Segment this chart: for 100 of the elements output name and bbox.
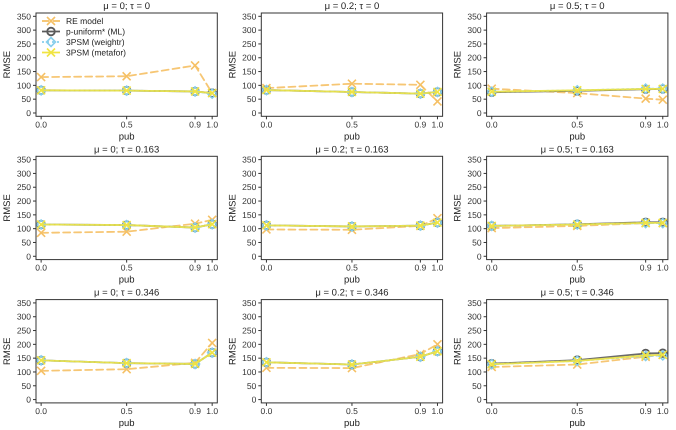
y-tick-label: 350 bbox=[242, 154, 257, 165]
x-tick-label: 1.0 bbox=[432, 406, 444, 416]
y-tick-label: 50 bbox=[246, 94, 257, 104]
x-tick-label: 0.0 bbox=[35, 262, 48, 273]
y-tick-label: 0 bbox=[476, 108, 482, 118]
y-tick-label: 300 bbox=[467, 312, 482, 322]
x-tick-label: 0.5 bbox=[346, 262, 358, 273]
y-axis-title: RMSE bbox=[452, 194, 464, 222]
chart-title: μ = 0.5; τ = 0.163 bbox=[540, 144, 614, 156]
x-tick-label: 0.9 bbox=[414, 119, 427, 130]
x-tick-label: 0.5 bbox=[120, 406, 133, 416]
x-axis-title: pub bbox=[344, 131, 360, 142]
legend-label: RE model bbox=[66, 16, 104, 26]
x-tick-label: 1.0 bbox=[656, 262, 669, 273]
y-axis-title: RMSE bbox=[227, 338, 238, 365]
y-tick-label: 200 bbox=[467, 339, 482, 350]
y-tick-label: 100 bbox=[16, 366, 32, 377]
y-tick-label: 100 bbox=[16, 224, 32, 234]
y-tick-label: 100 bbox=[467, 80, 482, 90]
x-tick-label: 1.0 bbox=[432, 119, 444, 130]
y-tick-label: 300 bbox=[467, 168, 482, 178]
y-tick-label: 200 bbox=[16, 52, 32, 63]
y-tick-label: 200 bbox=[467, 196, 482, 206]
y-tick-label: 300 bbox=[242, 312, 257, 322]
y-axis-title: RMSE bbox=[2, 50, 13, 78]
y-tick-label: 350 bbox=[242, 298, 257, 308]
y-tick-label: 50 bbox=[22, 380, 32, 391]
y-tick-label: 0 bbox=[252, 108, 257, 118]
x-tick-label: 1.0 bbox=[206, 119, 218, 130]
x-tick-label: 0.0 bbox=[486, 119, 498, 130]
y-axis-title: RMSE bbox=[2, 338, 13, 365]
chart-title: μ = 0; τ = 0.163 bbox=[94, 144, 160, 156]
y-tick-label: 100 bbox=[467, 366, 482, 377]
x-tick-label: 0.5 bbox=[346, 119, 358, 130]
y-tick-label: 350 bbox=[16, 154, 32, 165]
x-axis-title: pub bbox=[569, 418, 586, 429]
y-tick-label: 100 bbox=[467, 224, 482, 234]
y-tick-label: 250 bbox=[242, 326, 257, 336]
legend-label: p-uniform* (ML) bbox=[66, 26, 126, 36]
legend-label: 3PSM (weightr) bbox=[66, 36, 125, 47]
y-tick-label: 50 bbox=[246, 237, 257, 248]
y-tick-label: 350 bbox=[467, 154, 482, 165]
y-tick-label: 150 bbox=[242, 66, 257, 77]
chart-title: μ = 0.2; τ = 0 bbox=[324, 1, 380, 12]
x-tick-label: 0.9 bbox=[640, 262, 652, 273]
x-tick-label: 0.0 bbox=[35, 406, 48, 416]
y-axis-title: RMSE bbox=[227, 50, 238, 78]
x-tick-label: 1.0 bbox=[206, 406, 218, 416]
y-tick-label: 350 bbox=[467, 11, 482, 22]
y-tick-label: 0 bbox=[252, 251, 257, 262]
y-tick-label: 50 bbox=[22, 237, 32, 248]
x-tick-label: 1.0 bbox=[656, 119, 669, 130]
y-tick-label: 200 bbox=[467, 52, 482, 63]
y-tick-label: 250 bbox=[242, 182, 257, 192]
x-tick-label: 0.0 bbox=[260, 406, 273, 416]
x-tick-label: 0.9 bbox=[189, 262, 202, 273]
y-tick-label: 50 bbox=[246, 380, 257, 391]
y-tick-label: 100 bbox=[242, 224, 257, 234]
x-tick-label: 0.0 bbox=[260, 119, 273, 130]
x-tick-label: 0.5 bbox=[120, 119, 133, 130]
y-tick-label: 50 bbox=[472, 94, 482, 104]
y-tick-label: 250 bbox=[16, 182, 32, 192]
x-tick-label: 0.9 bbox=[414, 262, 427, 273]
y-tick-label: 0 bbox=[26, 251, 32, 262]
y-tick-label: 0 bbox=[26, 108, 32, 118]
chart-title: μ = 0.2; τ = 0.163 bbox=[315, 144, 389, 156]
x-tick-label: 0.5 bbox=[571, 262, 584, 273]
y-tick-label: 200 bbox=[16, 196, 32, 206]
x-tick-label: 1.0 bbox=[656, 406, 669, 416]
x-tick-label: 0.9 bbox=[414, 406, 427, 416]
x-tick-label: 0.9 bbox=[189, 119, 202, 130]
y-tick-label: 0 bbox=[476, 394, 482, 405]
y-tick-label: 200 bbox=[242, 52, 257, 63]
y-tick-label: 250 bbox=[467, 38, 482, 49]
x-tick-label: 0.5 bbox=[571, 119, 584, 130]
y-tick-label: 50 bbox=[22, 94, 32, 104]
x-tick-label: 0.0 bbox=[486, 262, 498, 273]
y-axis-title: RMSE bbox=[452, 50, 464, 78]
y-tick-label: 350 bbox=[467, 298, 482, 308]
x-tick-label: 0.5 bbox=[346, 406, 358, 416]
x-tick-label: 0.9 bbox=[640, 119, 652, 130]
x-axis-title: pub bbox=[344, 418, 360, 429]
y-tick-label: 250 bbox=[467, 326, 482, 336]
x-tick-label: 0.0 bbox=[35, 119, 48, 130]
x-tick-label: 1.0 bbox=[432, 262, 444, 273]
y-tick-label: 50 bbox=[472, 380, 482, 391]
y-tick-label: 150 bbox=[242, 353, 257, 364]
x-axis-title: pub bbox=[344, 274, 360, 286]
y-axis-title: RMSE bbox=[227, 194, 238, 222]
y-tick-label: 200 bbox=[242, 339, 257, 350]
x-tick-label: 0.0 bbox=[486, 406, 498, 416]
y-tick-label: 100 bbox=[16, 80, 32, 90]
x-axis-title: pub bbox=[569, 274, 586, 286]
y-tick-label: 350 bbox=[242, 11, 257, 22]
legend-label: 3PSM (metafor) bbox=[66, 47, 126, 58]
x-axis-title: pub bbox=[118, 274, 135, 286]
y-tick-label: 150 bbox=[467, 353, 482, 364]
y-tick-label: 0 bbox=[252, 394, 257, 405]
y-tick-label: 150 bbox=[467, 210, 482, 220]
x-axis-title: pub bbox=[118, 418, 135, 429]
